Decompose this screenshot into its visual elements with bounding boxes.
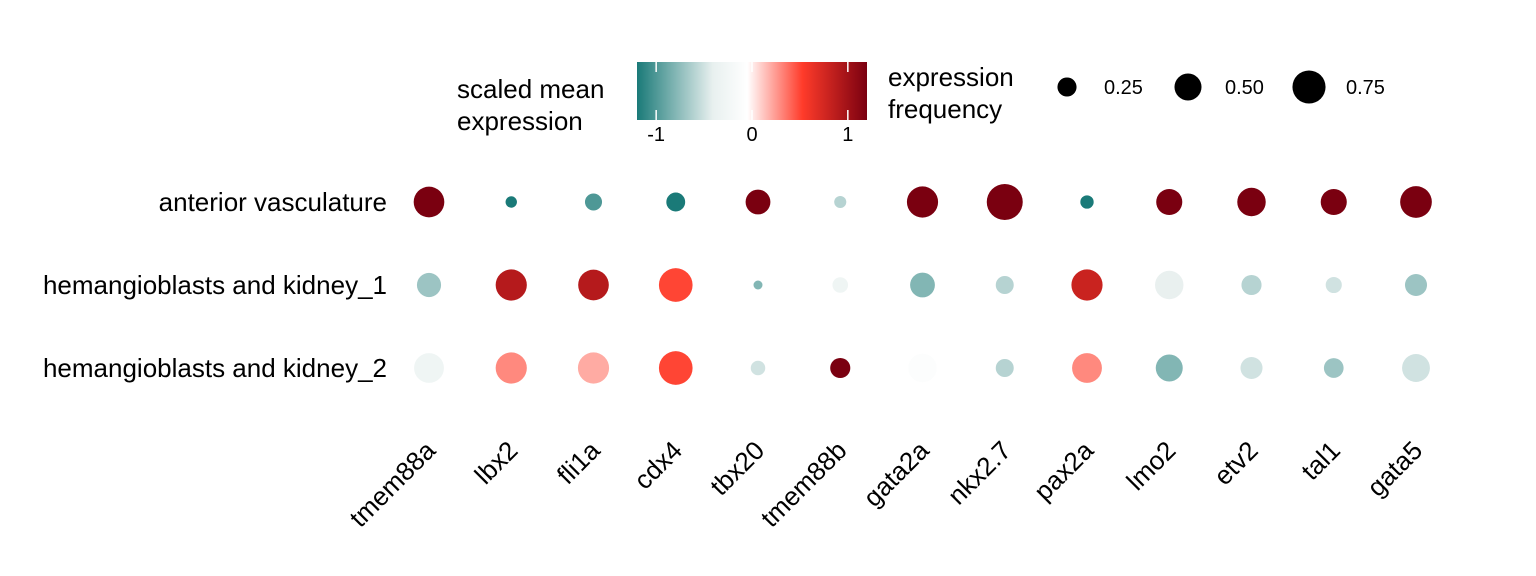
- size-legend-dot: [1292, 70, 1326, 104]
- color-legend-tick-label: -1: [647, 124, 665, 146]
- size-legend-title-line2: frequency: [888, 94, 1002, 124]
- size-legend-dot: [1057, 77, 1077, 97]
- dot-tmem88b: [830, 357, 851, 379]
- dot-pax2a: [1072, 353, 1102, 383]
- column-label: tmem88a: [343, 435, 441, 533]
- dot-nkx2.7: [995, 276, 1014, 294]
- dot-etv2: [1241, 274, 1262, 296]
- row-label: anterior vasculature: [159, 187, 387, 217]
- column-label: cdx4: [628, 435, 688, 495]
- dot-lbx2: [495, 352, 527, 384]
- size-legend-label: 0.75: [1346, 77, 1385, 99]
- dot-tbx20: [750, 360, 766, 376]
- row-label: hemangioblasts and kidney_2: [43, 353, 387, 383]
- dot-tbx20: [753, 280, 763, 290]
- size-legend-title-line1: expression: [888, 62, 1014, 92]
- dot-lbx2: [505, 196, 517, 208]
- dot-lmo2: [1156, 188, 1183, 216]
- column-label: gata2a: [857, 435, 935, 513]
- color-legend-tick-label: 0: [746, 124, 757, 146]
- size-legend-dot: [1174, 73, 1202, 101]
- dot-cdx4: [658, 351, 693, 385]
- dot-etv2: [1237, 187, 1266, 217]
- row-labels: anterior vasculature hemangioblasts and k…: [43, 187, 387, 383]
- dot-fli1a: [577, 352, 610, 384]
- dot-gata5: [1400, 186, 1432, 218]
- dot-lbx2: [495, 269, 527, 301]
- column-label: lbx2: [469, 435, 524, 490]
- dot-tmem88a: [413, 186, 445, 218]
- dot-gata2a: [910, 272, 935, 298]
- column-label: pax2a: [1028, 435, 1100, 507]
- dot-lmo2: [1155, 354, 1183, 382]
- dot-lmo2: [1155, 270, 1184, 300]
- dot-tmem88b: [832, 277, 849, 293]
- column-label: fli1a: [551, 435, 606, 490]
- dot-tal1: [1325, 276, 1342, 294]
- dot-tbx20: [745, 189, 771, 215]
- dot-tmem88a: [414, 353, 444, 383]
- dot-nkx2.7: [986, 184, 1023, 220]
- dot-gata5: [1402, 354, 1430, 382]
- size-legend: expression frequency 0.25 0.50 0.75: [888, 62, 1385, 124]
- column-label: nkx2.7: [942, 435, 1017, 510]
- dot-fli1a: [578, 269, 609, 301]
- dot-tal1: [1323, 358, 1344, 378]
- dot-nkx2.7: [995, 359, 1014, 377]
- column-label: tbx20: [704, 435, 770, 501]
- dot-tmem88b: [834, 195, 847, 209]
- dot-cdx4: [658, 268, 693, 302]
- dots: [413, 184, 1432, 385]
- color-legend-title-line2: expression: [457, 106, 583, 136]
- column-label: gata5: [1361, 435, 1428, 502]
- dot-gata2a: [906, 186, 939, 218]
- column-label: etv2: [1208, 435, 1264, 491]
- size-legend-label: 0.25: [1104, 77, 1143, 99]
- dot-cdx4: [666, 192, 686, 212]
- dot-gata2a: [908, 353, 937, 383]
- dot-pax2a: [1080, 195, 1094, 209]
- color-legend-tick-label: 1: [842, 124, 853, 146]
- column-label: tal1: [1295, 435, 1346, 486]
- color-legend-title-line1: scaled mean: [457, 74, 604, 104]
- dot-tmem88a: [416, 272, 442, 298]
- dot-gata5: [1404, 273, 1428, 297]
- row-label: hemangioblasts and kidney_1: [43, 270, 387, 300]
- column-label: lmo2: [1120, 435, 1181, 496]
- dot-etv2: [1240, 356, 1263, 380]
- dot-fli1a: [584, 193, 603, 211]
- dot-tal1: [1320, 188, 1347, 216]
- dot-pax2a: [1071, 269, 1103, 301]
- color-legend: scaled mean expression -1 0 1: [457, 62, 867, 146]
- column-label: tmem88b: [755, 435, 853, 533]
- size-legend-label: 0.50: [1225, 77, 1264, 99]
